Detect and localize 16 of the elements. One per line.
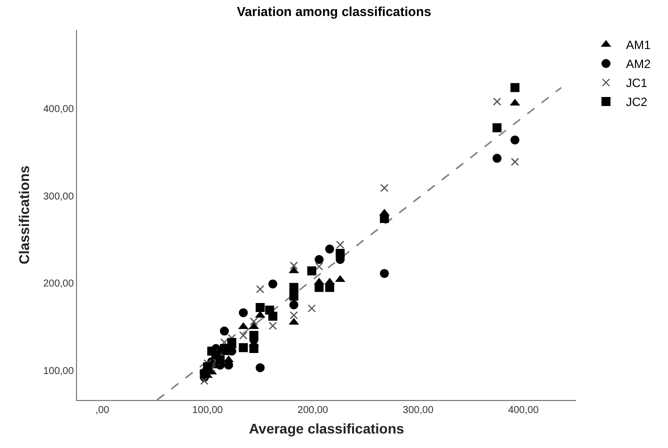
legend-label: JC2 <box>626 95 648 110</box>
y-tick-label: 400,00 <box>43 104 74 116</box>
x-tick-label: 300,00 <box>402 405 434 416</box>
y-tick-label: 200,00 <box>43 278 74 290</box>
y-tick-label: 100,00 <box>43 366 74 377</box>
x-axis-title: Average classifications <box>248 420 404 436</box>
y-tick-label: 300,00 <box>43 191 74 202</box>
y-axis-title: Classifications <box>16 165 32 264</box>
x-tick-label: 400,00 <box>508 405 540 416</box>
legend-label: JC1 <box>626 76 648 90</box>
chart-title: Variation among classifications <box>236 4 432 19</box>
legend-label: AM1 <box>626 38 651 52</box>
legend-label: AM2 <box>626 57 651 72</box>
x-tick-label: 100,00 <box>192 405 224 416</box>
x-tick-label: ,00 <box>95 405 110 416</box>
x-tick-label: 200,00 <box>298 405 329 416</box>
